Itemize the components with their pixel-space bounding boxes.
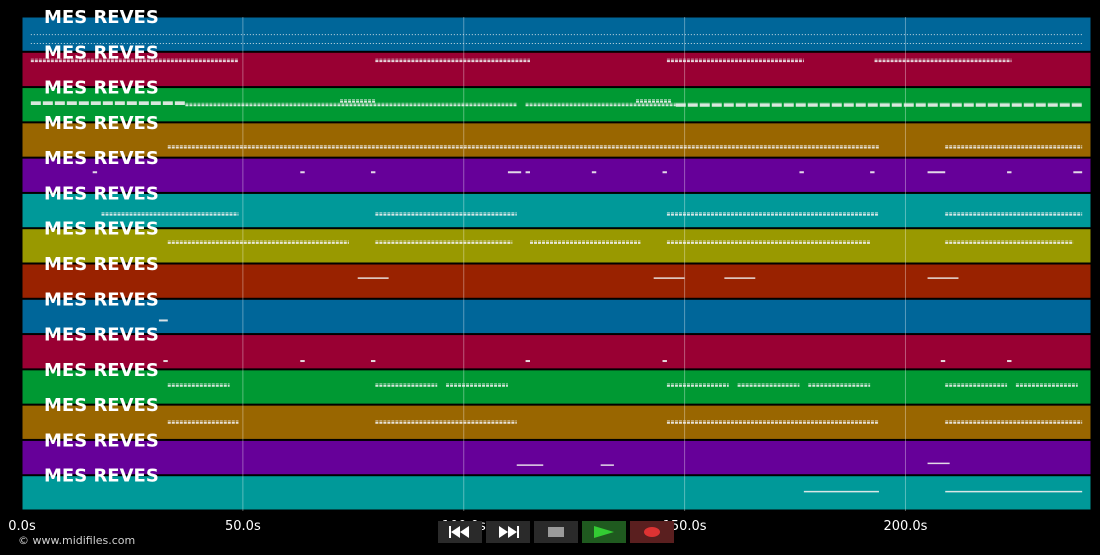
track-lane — [21, 369, 1092, 405]
track-label: MES REVES — [44, 395, 159, 416]
track-label: MES REVES — [44, 148, 159, 169]
track-label: MES REVES — [44, 430, 159, 451]
rewind-icon — [449, 526, 469, 538]
track-label: MES REVES — [44, 78, 159, 99]
rewind-button[interactable] — [438, 521, 482, 543]
fast-forward-button[interactable] — [486, 521, 530, 543]
track-label: MES REVES — [44, 466, 159, 487]
play-button[interactable] — [582, 521, 626, 543]
track-label: MES REVES — [44, 42, 159, 63]
fast-forward-icon — [499, 526, 519, 538]
track-lane — [21, 51, 1092, 88]
record-button[interactable] — [630, 521, 674, 543]
track-label: MES REVES — [44, 360, 159, 381]
stop-button[interactable] — [534, 521, 578, 543]
track-label: MES REVES — [44, 113, 159, 134]
play-icon — [594, 526, 614, 538]
track-lane — [21, 263, 1092, 299]
track-lane — [21, 157, 1092, 193]
track-lane — [21, 298, 1092, 335]
copyright-text: © www.midifiles.com — [18, 534, 136, 547]
time-tick-label: 0.0s — [8, 519, 36, 534]
transport-controls — [438, 521, 674, 543]
track-label: MES REVES — [44, 325, 159, 346]
track-lane — [21, 122, 1092, 158]
track-label: MES REVES — [44, 7, 159, 28]
track-label: MES REVES — [44, 219, 159, 240]
stop-icon — [548, 527, 564, 537]
time-tick-label: 200.0s — [883, 519, 927, 534]
time-tick-label: 50.0s — [225, 519, 261, 534]
track-label: MES REVES — [44, 289, 159, 310]
track-lane — [21, 228, 1092, 264]
track-lane — [21, 334, 1092, 370]
track-lane — [21, 475, 1092, 511]
track-lane — [21, 192, 1092, 229]
record-icon — [644, 527, 660, 537]
track-label: MES REVES — [44, 183, 159, 204]
track-label: MES REVES — [44, 254, 159, 275]
track-lane — [21, 439, 1092, 476]
